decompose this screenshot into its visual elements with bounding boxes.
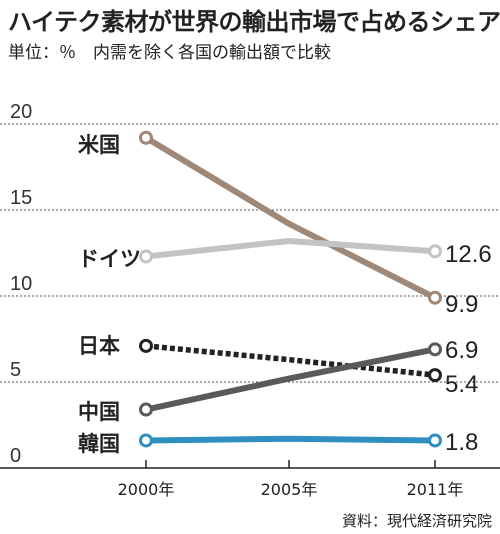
- series-marker-1-2: [428, 244, 442, 259]
- series-end-value-1: 12.6: [445, 241, 492, 268]
- series-name-2: 日本: [78, 334, 120, 358]
- chart-source: 資料：現代経済研究院: [341, 512, 492, 530]
- y-tick-5: 5: [10, 359, 21, 381]
- series-line-1: [145, 237, 436, 260]
- y-tick-20: 20: [10, 101, 32, 123]
- series-end-value-3: 6.9: [445, 337, 478, 364]
- chart-title: ハイテク素材が世界の輸出市場で占めるシェア: [8, 8, 500, 36]
- chart-subtitle: 単位：％ 内需を除く各国の輸出額で比較: [8, 43, 331, 63]
- series-marker-2-0: [139, 338, 153, 353]
- y-tick-10: 10: [10, 273, 32, 295]
- series-marker-3-0: [139, 402, 153, 417]
- series-end-value-4: 1.8: [445, 429, 478, 456]
- x-tick-label-1: 2005年: [261, 480, 318, 499]
- series-line-4: [145, 435, 436, 444]
- series-line-2: [145, 343, 436, 378]
- series-marker-3-2: [428, 342, 442, 357]
- series-name-1: ドイツ: [78, 247, 141, 271]
- series-marker-0-2: [428, 290, 442, 305]
- series-name-4: 韓国: [78, 432, 120, 456]
- series-end-value-0: 9.9: [445, 291, 478, 318]
- series-marker-4-0: [139, 433, 153, 448]
- y-tick-0: 0: [10, 445, 21, 467]
- x-tick-label-0: 2000年: [118, 480, 175, 499]
- x-tick-label-2: 2011年: [407, 480, 464, 499]
- series-marker-1-0: [139, 249, 153, 264]
- series-end-value-2: 5.4: [445, 371, 478, 398]
- series-line-0: [144, 135, 437, 301]
- series-marker-4-2: [428, 433, 442, 448]
- series-name-0: 米国: [78, 133, 120, 157]
- series-marker-0-0: [139, 130, 153, 145]
- series-line-3: [145, 346, 436, 413]
- y-tick-15: 15: [10, 187, 32, 209]
- series-marker-2-2: [428, 368, 442, 383]
- series-name-3: 中国: [78, 400, 120, 424]
